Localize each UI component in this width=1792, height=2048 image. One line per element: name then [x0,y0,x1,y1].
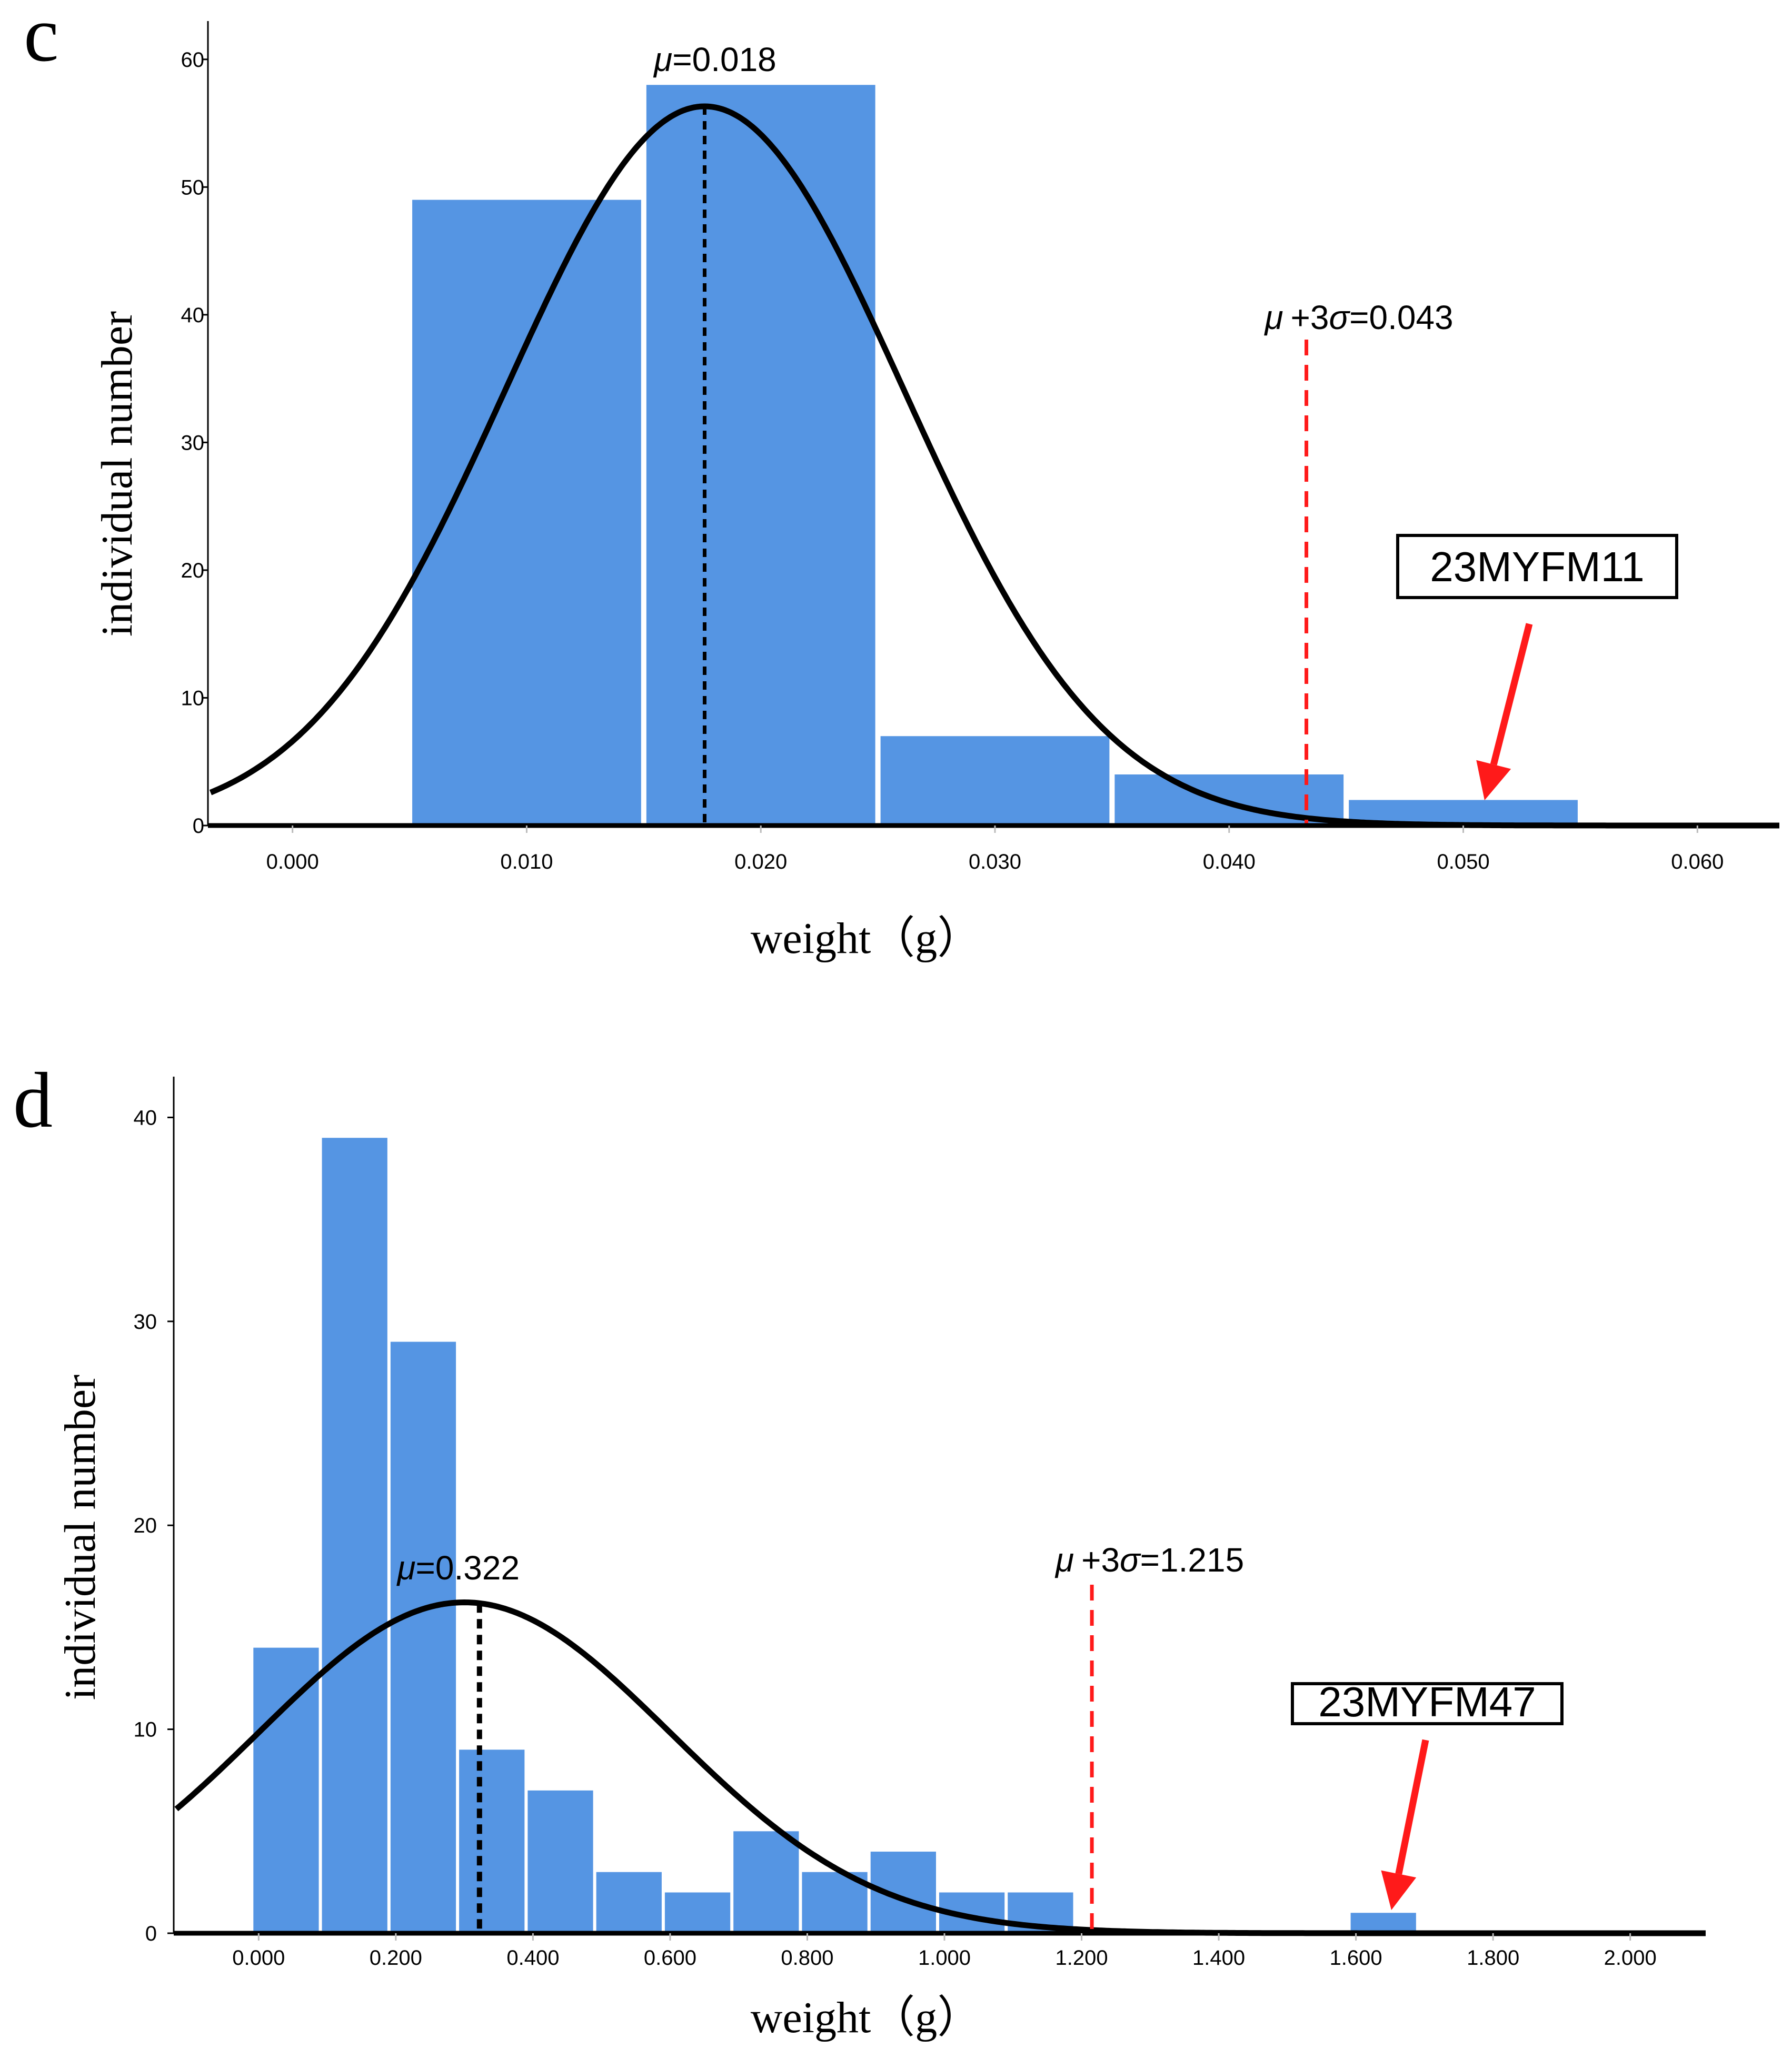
y-tick-label: 20 [134,1514,157,1537]
x-axis-title: weight（g） [751,1993,982,2042]
threshold-label: μ +3σ=0.043 [1263,299,1453,336]
plus-three: +3 [1291,299,1329,336]
mu-symbol: μ [653,41,672,78]
x-tick-label: 0.020 [734,850,787,873]
mean-value: =0.018 [672,41,776,78]
histogram-bar [527,1790,593,1933]
threshold-value: =0.043 [1349,299,1453,336]
outlier-box [1291,1682,1564,1725]
outlier-label: 23MYFM47 [1318,1678,1536,1725]
outlier-arrow [1395,1739,1429,1875]
outlier-label: 23MYFM11 [1430,543,1645,590]
outlier-arrow [1490,623,1533,765]
x-tick-label: 0.400 [506,1946,559,1970]
x-tick-label: 0.000 [232,1946,285,1970]
x-tick-label: 0.000 [266,850,319,873]
x-tick-label: 1.600 [1330,1946,1382,1970]
histogram-bar [322,1138,387,1933]
histogram-bar [664,1892,731,1933]
x-tick-label: 0.060 [1671,850,1724,873]
y-tick-label: 30 [134,1310,157,1334]
histogram-bar [1350,1913,1416,1933]
y-tick-label: 10 [181,687,205,710]
y-axis-title: individual number [93,311,142,637]
x-tick-label: 1.400 [1192,1946,1245,1970]
x-tick-label: 1.800 [1467,1946,1519,1970]
y-tick-label: 10 [134,1718,157,1742]
histogram-bar [596,1872,662,1933]
y-tick-label: 60 [181,48,205,72]
plus-three: +3 [1081,1541,1120,1579]
x-tick-label: 0.600 [644,1946,696,1970]
x-tick-label: 1.200 [1055,1946,1108,1970]
x-tick-label: 0.040 [1203,850,1256,873]
histogram-bar [646,85,875,826]
sigma-symbol: σ [1329,299,1351,336]
y-tick-label: 0 [193,814,204,838]
x-tick-label: 2.000 [1604,1946,1657,1970]
y-axis-title: individual number [56,1375,105,1700]
histogram-bar [459,1749,525,1933]
mean-label: μ=0.018 [653,41,776,78]
outlier-box [1396,534,1678,599]
panel-letter: c [24,0,59,78]
y-tick-label: 30 [181,431,205,454]
histogram-bar [880,736,1110,826]
x-tick-label: 0.800 [781,1946,833,1970]
threshold-label: μ +3σ=1.215 [1054,1541,1244,1579]
y-tick-label: 20 [181,559,205,582]
y-tick-label: 0 [145,1922,157,1945]
x-tick-label: 0.200 [370,1946,422,1970]
threshold-value: =1.215 [1140,1541,1245,1579]
sigma-symbol: σ [1120,1541,1141,1579]
histogram-bar [390,1341,456,1933]
mu-symbol: μ [396,1549,415,1587]
x-axis-title: weight（g） [751,914,982,963]
histogram-bar [253,1647,319,1933]
y-tick-label: 50 [181,176,205,199]
panel-letter: d [13,1057,53,1144]
x-tick-label: 0.050 [1437,850,1489,873]
x-tick-label: 1.000 [918,1946,971,1970]
mean-label: μ=0.322 [396,1549,520,1587]
mean-value: =0.322 [416,1549,520,1587]
y-tick-label: 40 [134,1106,157,1129]
outlier-arrow-head [1381,1870,1417,1910]
histogram-bar [733,1831,799,1933]
mu-symbol: μ [1054,1541,1074,1579]
outlier-arrow-head [1476,760,1511,800]
y-tick-label: 40 [181,304,205,327]
x-tick-label: 0.030 [969,850,1021,873]
x-tick-label: 0.010 [500,850,553,873]
mu-symbol: μ [1263,299,1283,336]
